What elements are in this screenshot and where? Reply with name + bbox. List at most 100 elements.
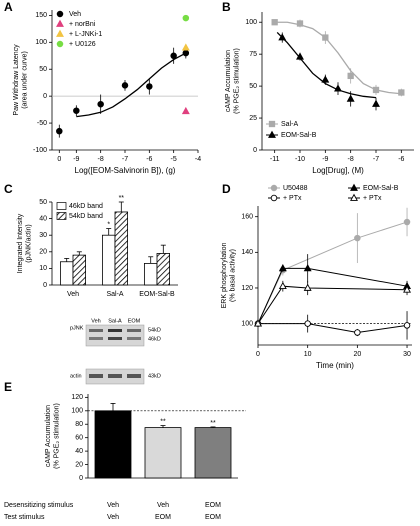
legend-marker (350, 183, 358, 191)
x-tick-label: -9 (322, 156, 328, 163)
legend-label: U50488 (283, 185, 308, 192)
x-tick-label: -6 (146, 156, 152, 163)
panel-label: D (222, 182, 231, 196)
y-axis-label: cAMP Accumulation (45, 405, 52, 467)
y-tick-label: 50 (39, 66, 47, 73)
y-tick-label: 100 (245, 19, 257, 26)
fit-curve (76, 52, 187, 118)
x-tick-label: -8 (348, 156, 354, 163)
x-axis-label: Time (min) (316, 361, 354, 370)
point (346, 94, 355, 102)
point (181, 43, 190, 51)
y-axis-label: ERK phosphorylation (221, 243, 228, 309)
legend-swatch (56, 202, 67, 210)
bar (143, 263, 158, 286)
legend-label: Veh (69, 11, 81, 18)
legend-label: + norBni (69, 21, 96, 28)
point (278, 264, 287, 272)
legend-marker (56, 40, 64, 48)
legend-label: + PTx (363, 195, 382, 202)
point (354, 234, 361, 242)
x-tick-label: -5 (171, 156, 177, 163)
point (181, 106, 190, 115)
point (296, 52, 304, 60)
x-axis-label: Log([EOM-Salvinorin B]), (g) (75, 166, 176, 175)
y-tick-label: 40 (75, 448, 83, 455)
y-axis-label: (area under curve) (21, 51, 28, 109)
x-tick-label: -4 (195, 156, 201, 163)
legend-label: Sal-A (281, 121, 298, 128)
blot-column-label: Sal-A (108, 318, 122, 324)
y-tick-label: 50 (249, 83, 257, 90)
blot-band-label: 46kD (148, 336, 161, 342)
x-tick-label: -7 (122, 156, 128, 163)
y-axis-label: Paw Withdraw Latency (13, 44, 20, 116)
table-cell: EOM (155, 514, 171, 521)
x-tick-label: -7 (373, 156, 379, 163)
y-tick-label: 30 (39, 232, 47, 239)
blot-band-label: 54kD (148, 327, 161, 333)
significance-label: ** (160, 418, 166, 425)
fit-curve (274, 21, 402, 95)
significance-label: * (107, 221, 110, 228)
bar (194, 427, 232, 479)
y-axis-label: (% PGE₂ stimulation) (233, 48, 240, 114)
y-tick-label: 80 (75, 421, 83, 428)
significance-label: ** (119, 195, 125, 202)
point (73, 107, 80, 114)
y-tick-label: 0 (253, 147, 257, 154)
x-tick-label: -8 (98, 156, 104, 163)
y-tick-label: 160 (241, 214, 253, 221)
legend-label: + L-JNKi-1 (69, 31, 102, 38)
point (403, 322, 411, 329)
legend-marker (268, 120, 276, 128)
legend-label: 54kD band (69, 213, 103, 220)
table-cell: Veh (157, 502, 169, 509)
blot-band (127, 329, 141, 332)
blot-band (89, 329, 103, 332)
point (170, 52, 177, 60)
legend-marker (350, 193, 358, 201)
y-axis-label: (% basal activity) (229, 249, 236, 302)
blot-band-label: 43kD (148, 373, 161, 379)
x-tick-label: 30 (403, 351, 411, 358)
point (372, 86, 380, 94)
legend-label: EOM-Sal-B (363, 185, 399, 192)
point (321, 75, 330, 83)
point (182, 49, 190, 57)
y-axis-label: cAMP Accumulation (225, 50, 232, 112)
y-tick-label: 100 (71, 408, 83, 415)
y-axis-label: (% PGE₂ stimulation) (53, 403, 60, 469)
bar (114, 211, 129, 286)
x-axis-label: Log[Drug], (M) (312, 166, 364, 175)
series-line (257, 267, 408, 324)
legend-label: 46kD band (69, 203, 103, 210)
legend-marker (56, 29, 64, 37)
point (354, 329, 361, 336)
y-tick-label: 75 (249, 51, 257, 58)
table-row-label: Test stimulus (4, 514, 45, 521)
y-tick-label: 100 (241, 320, 253, 327)
blot-band (89, 374, 103, 378)
bar (94, 410, 132, 479)
legend-swatch (56, 212, 67, 220)
y-tick-label: -50 (37, 120, 47, 127)
y-tick-label: 20 (39, 249, 47, 256)
legend-marker (270, 184, 278, 192)
x-tick-label: -9 (73, 156, 79, 163)
x-tick-label: 10 (304, 351, 312, 358)
y-tick-label: 20 (75, 461, 83, 468)
x-tick-label: -6 (398, 156, 404, 163)
blot-band (127, 337, 141, 340)
x-tick-label: Veh (67, 291, 79, 298)
blot-column-label: Veh (91, 318, 100, 324)
blot-band (108, 329, 122, 332)
y-axis-label: Integrated Intensity (17, 213, 24, 273)
table-cell: Veh (107, 502, 119, 509)
x-tick-label: Sal-A (106, 291, 123, 298)
point (254, 319, 262, 327)
point (303, 264, 312, 272)
panel-label: C (4, 182, 13, 196)
legend-marker (268, 130, 276, 138)
